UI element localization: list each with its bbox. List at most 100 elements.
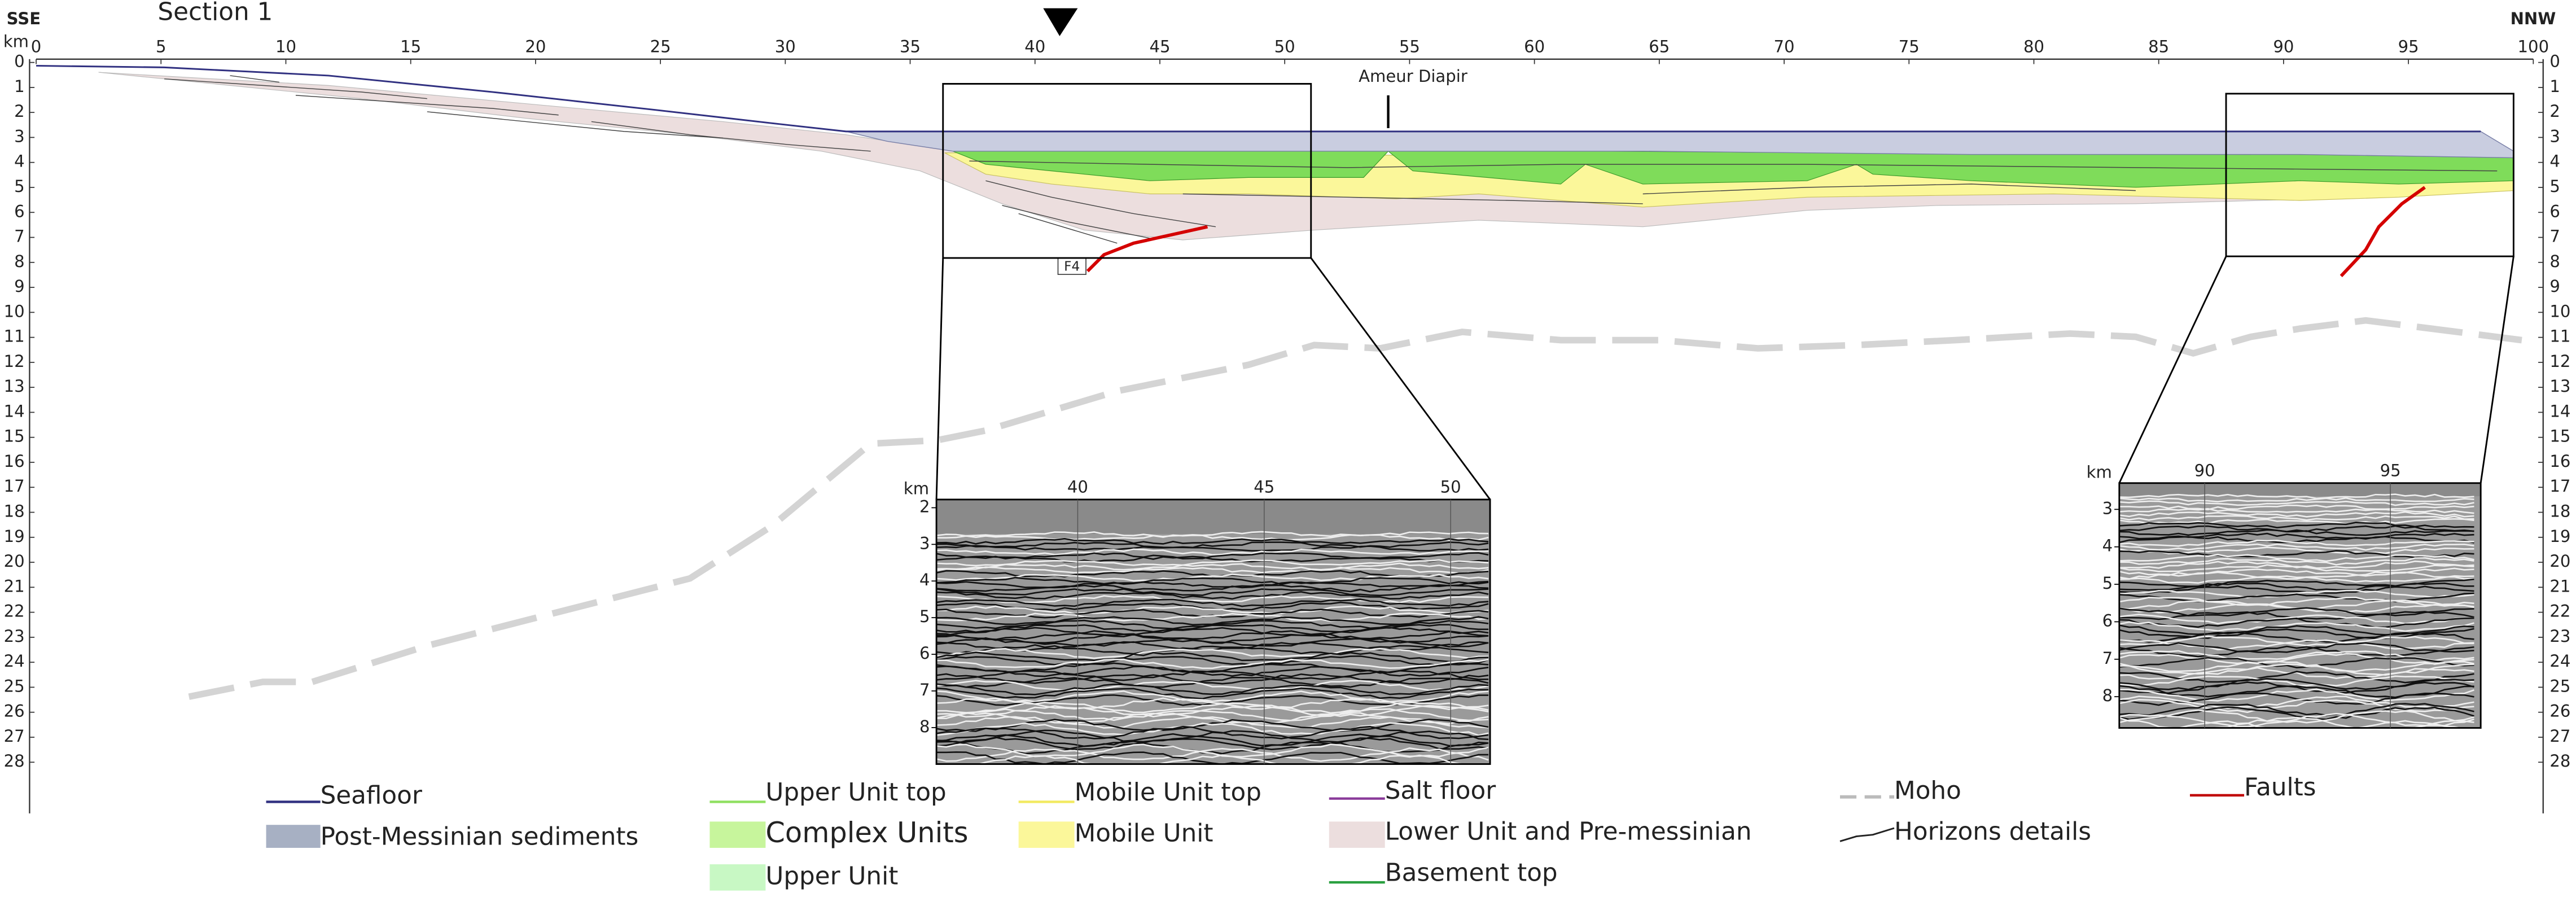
reflector (936, 736, 1489, 750)
x-tick-label: 95 (2398, 37, 2419, 56)
reflector (2119, 515, 2474, 521)
x-tick-label: 20 (525, 37, 546, 56)
reflector (2119, 671, 2474, 684)
seismic-image (936, 499, 1491, 764)
y-tick-label: 28 (4, 751, 25, 771)
reflector (2119, 636, 2474, 646)
y-tick-label: 13 (2549, 377, 2570, 396)
x-tick-label: 45 (1149, 37, 1170, 56)
y-tick-label: 3 (2549, 126, 2560, 146)
reflector (2119, 703, 2474, 716)
legend-label: Mobile Unit top (1075, 778, 1261, 807)
x-tick-label: 95 (2380, 461, 2401, 480)
reflector (2119, 554, 2474, 562)
y-tick-label: 25 (4, 676, 25, 695)
x-tick-label: 70 (1774, 37, 1795, 56)
x-tick-label: 90 (2273, 37, 2294, 56)
reflector (2119, 628, 2474, 640)
y-tick-label: 4 (2549, 152, 2560, 171)
reflector (936, 647, 1489, 659)
reflector (936, 612, 1489, 622)
reflector (936, 680, 1489, 692)
legend-symbol (1018, 821, 1075, 848)
zoom-line (935, 257, 944, 500)
y-tick-label: 3 (919, 533, 930, 553)
y-tick-label: 2 (2549, 102, 2560, 121)
cross-section (36, 64, 2514, 278)
y-tick-label: 22 (4, 602, 25, 621)
seismic-image (2119, 483, 2481, 728)
reflector (936, 722, 1489, 736)
legend-label: Upper Unit (765, 861, 898, 890)
reflector (2119, 575, 2474, 584)
reflector (936, 683, 1489, 695)
y-tick-label: 4 (2102, 536, 2113, 555)
legend-label: Faults (2244, 773, 2316, 802)
y-tick-label: 2 (14, 102, 25, 121)
y-tick-label: 18 (2549, 502, 2570, 521)
y-tick-label: 12 (4, 352, 25, 371)
legend-label: Post-Messinian sediments (321, 822, 639, 851)
y-tick-label: 4 (919, 570, 930, 589)
y-tick-label: 7 (2549, 227, 2560, 246)
reflector (2119, 507, 2474, 514)
x-tick-label: 40 (1067, 478, 1088, 497)
reflector (2119, 500, 2474, 506)
y-tick-label: 26 (4, 702, 25, 721)
legend-label: Lower Unit and Pre-messinian (1385, 817, 1752, 846)
reflector (936, 541, 1489, 549)
legend-label: Mobile Unit (1075, 819, 1213, 848)
y-tick-label: 25 (2549, 676, 2570, 695)
reflector (2119, 518, 2474, 525)
y-tick-label: 14 (2549, 401, 2570, 421)
reflector (2119, 692, 2474, 706)
reflector (936, 687, 1489, 699)
y-tick-label: 17 (4, 476, 25, 496)
reflector (976, 754, 1470, 764)
y-tick-label: 0 (2549, 52, 2560, 71)
reflector (936, 716, 1489, 729)
zoom-line (1310, 257, 1491, 500)
x-tick-label: 40 (1024, 37, 1045, 56)
reflector (2119, 624, 2474, 636)
reflector (2119, 632, 2474, 643)
reflector (2119, 712, 2474, 728)
reflector (2119, 597, 2474, 606)
reflector (936, 627, 1489, 637)
legend: Seafloor Post-Messinian sediments Upper … (266, 773, 2316, 891)
reflector (2119, 653, 2474, 665)
reflector (936, 580, 1489, 589)
reflector (936, 576, 1489, 585)
y-tick-label: 6 (14, 202, 25, 221)
reflector (2119, 504, 2474, 510)
reflector (936, 552, 1489, 559)
y-tick-label: 20 (2549, 552, 2570, 571)
reflector (936, 658, 1489, 670)
y-tick-label: 18 (4, 502, 25, 521)
reflector (2119, 592, 2474, 602)
y-tick-label: 11 (4, 327, 25, 346)
y-tick-label: 5 (2549, 177, 2560, 196)
reflector (2119, 532, 2474, 540)
reflector (936, 644, 1489, 655)
reflector (2119, 567, 2474, 577)
faults (1086, 186, 2426, 278)
legend-label: Upper Unit top (765, 778, 946, 807)
y-tick-label: 22 (2549, 602, 2570, 621)
reflector (2119, 621, 2474, 632)
x-tick-label: 30 (775, 37, 796, 56)
y-tick-label: 5 (919, 607, 930, 626)
y-tick-label: 27 (4, 727, 25, 746)
x-tick-label: 10 (275, 37, 296, 56)
x-tick-label: 15 (400, 37, 421, 56)
reflector (2119, 585, 2474, 594)
x-tick-label: 45 (1254, 478, 1274, 497)
y-tick-label: 27 (2549, 727, 2570, 746)
reflector (2119, 709, 2474, 724)
x-tick-label: 50 (1274, 37, 1295, 56)
y-tick-label: 3 (2102, 498, 2113, 518)
reflector (2119, 607, 2474, 616)
y-tick-label: 1 (14, 77, 25, 96)
reflector (936, 747, 1489, 762)
